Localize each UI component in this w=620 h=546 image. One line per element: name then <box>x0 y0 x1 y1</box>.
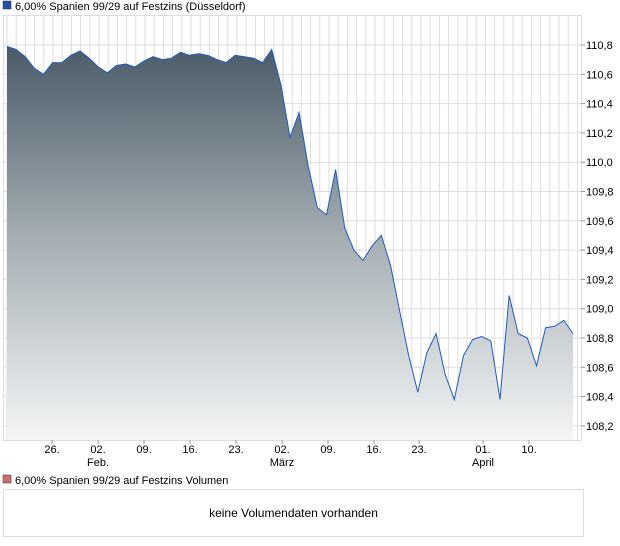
y-tick-label: 110,4 <box>586 99 613 111</box>
x-tick-label: 09. <box>136 444 151 456</box>
volume-title: 6,00% Spanien 99/29 auf Festzins Volumen <box>15 475 228 487</box>
x-tick-label: 10. <box>521 444 536 456</box>
x-month-label: April <box>472 457 494 469</box>
y-tick-label: 108,8 <box>586 333 614 345</box>
chart-title: 6,00% Spanien 99/29 auf Festzins (Düssel… <box>15 1 246 13</box>
y-tick-label: 109,6 <box>586 216 614 228</box>
x-tick-label: 02. <box>90 444 105 456</box>
legend-swatch <box>2 0 12 10</box>
x-month-label: März <box>270 457 294 469</box>
x-tick-label: 16. <box>182 444 197 456</box>
y-tick-label: 110,8 <box>586 40 613 52</box>
y-tick-label: 108,6 <box>586 362 614 374</box>
y-tick-label: 110,2 <box>586 128 613 140</box>
x-month-label: Feb. <box>87 457 109 469</box>
y-tick-label: 109,8 <box>586 187 614 199</box>
y-tick-label: 108,2 <box>586 421 614 433</box>
y-tick-label: 109,0 <box>586 304 614 316</box>
x-tick-label: 02. <box>274 444 289 456</box>
volume-legend-swatch <box>2 474 12 484</box>
x-tick-label: 01. <box>475 444 490 456</box>
price-area <box>7 46 573 440</box>
y-tick-label: 109,4 <box>586 245 614 257</box>
volume-panel: keine Volumendaten vorhanden <box>3 489 584 537</box>
y-tick-label: 110,6 <box>586 69 613 81</box>
y-tick-label: 108,4 <box>586 392 614 404</box>
y-tick-label: 110,0 <box>586 157 613 169</box>
x-tick-label: 26. <box>44 444 59 456</box>
x-tick-label: 16. <box>366 444 381 456</box>
x-tick-label: 23. <box>228 444 243 456</box>
price-line <box>6 46 574 402</box>
x-tick-label: 23. <box>411 444 426 456</box>
y-axis-labels: 110,8 110,6 110,4 110,2 110,0 109,8 109,6 109,4… <box>581 40 614 433</box>
no-volume-message: keine Volumendaten vorhanden <box>209 506 378 520</box>
x-tick-label: 09. <box>320 444 335 456</box>
y-tick-label: 109,2 <box>586 274 614 286</box>
x-axis-labels: 26. 02. 09. 16. 23. 02. 09. 16. 23. 01. 10. Feb. Mär… <box>44 440 537 469</box>
